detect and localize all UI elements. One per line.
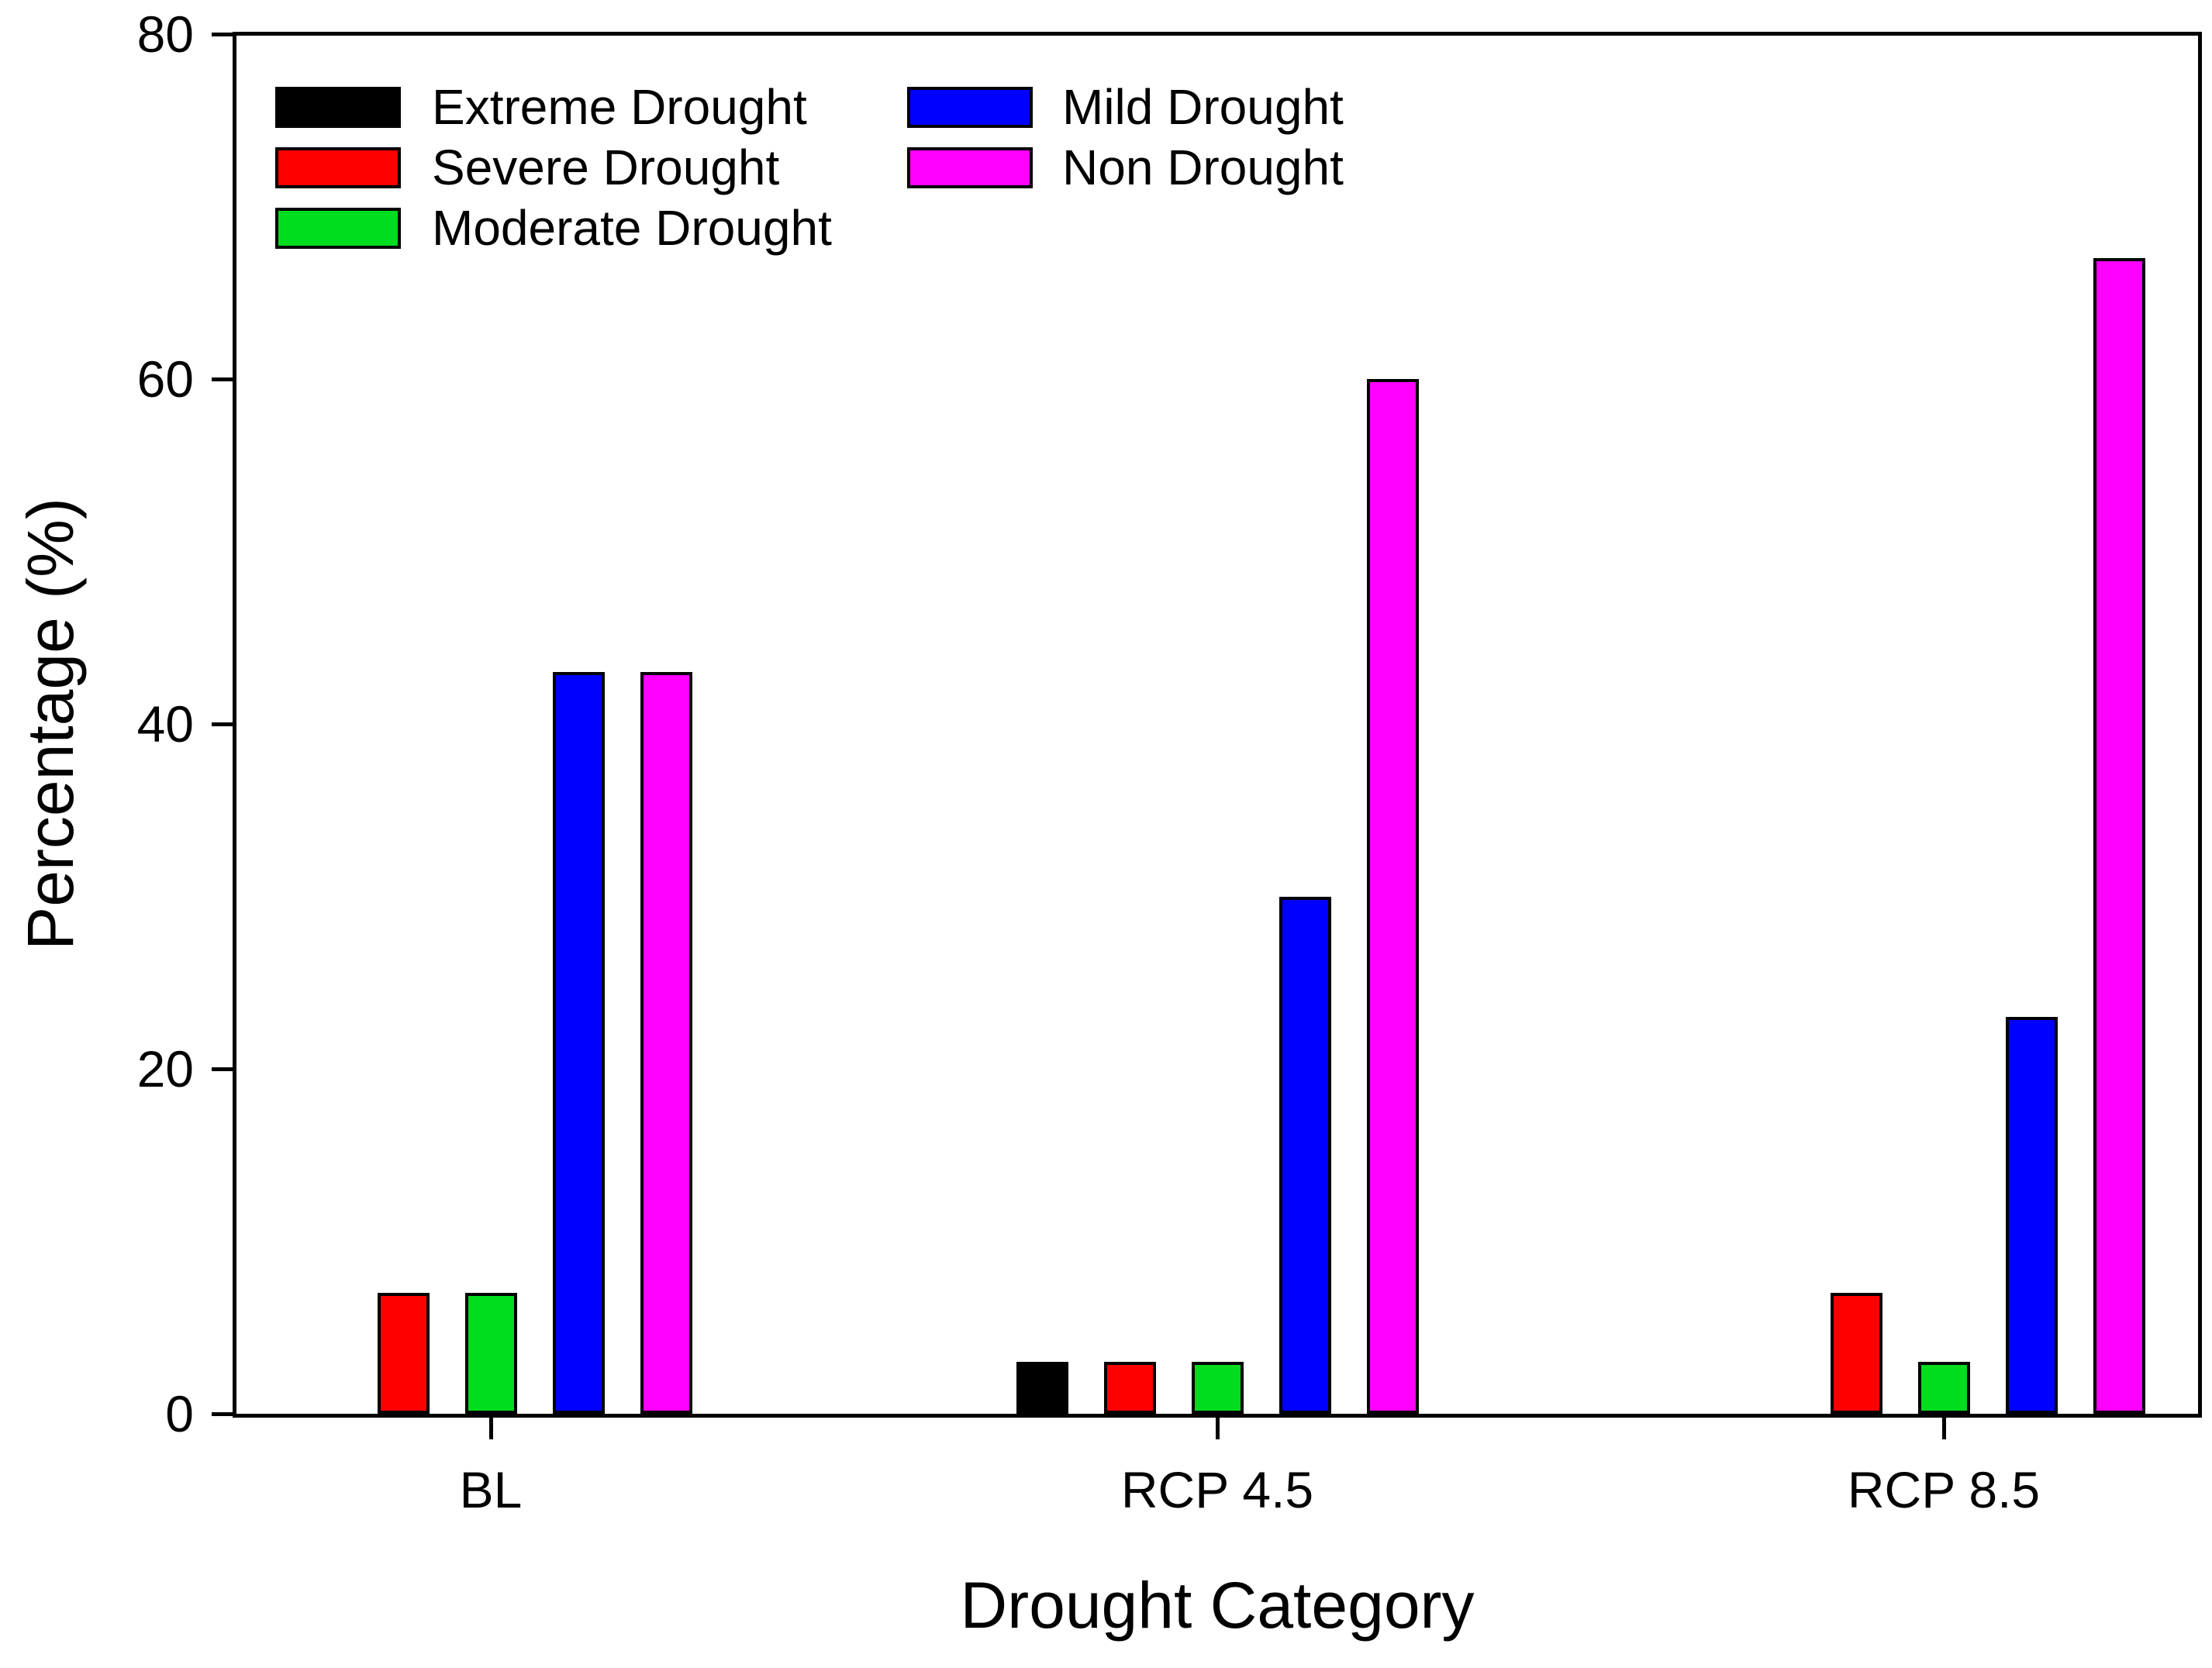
legend-label-non-drought: Non Drought xyxy=(1062,140,1344,195)
x-tick xyxy=(1941,1416,1946,1439)
bar-moderate-drought-rcp-8-5 xyxy=(1917,1362,1970,1414)
legend-swatch-moderate-drought xyxy=(275,208,401,249)
y-tick-label: 60 xyxy=(136,350,194,408)
x-tick xyxy=(488,1416,493,1439)
y-tick-label: 80 xyxy=(136,5,194,63)
legend-swatch-non-drought xyxy=(907,147,1033,188)
legend-swatch-mild-drought xyxy=(907,87,1033,128)
x-tick-label-bl: BL xyxy=(459,1461,523,1518)
y-tick-label: 0 xyxy=(165,1385,194,1442)
x-tick-label-rcp-8-5: RCP 8.5 xyxy=(1847,1461,2041,1518)
bar-moderate-drought-bl xyxy=(464,1293,517,1414)
legend-label-moderate-drought: Moderate Drought xyxy=(432,200,832,256)
bar-mild-drought-bl xyxy=(552,672,605,1414)
x-tick-label-rcp-4-5: RCP 4.5 xyxy=(1120,1461,1314,1518)
x-axis-title: Drought Category xyxy=(960,1569,1475,1642)
bar-non-drought-bl xyxy=(640,672,692,1414)
bar-severe-drought-rcp-4-5 xyxy=(1103,1362,1156,1414)
bar-moderate-drought-rcp-4-5 xyxy=(1191,1362,1244,1414)
y-tick-label: 20 xyxy=(136,1040,194,1098)
bar-severe-drought-bl xyxy=(377,1293,430,1414)
y-tick xyxy=(212,1411,235,1416)
bar-mild-drought-rcp-4-5 xyxy=(1279,896,1331,1414)
legend-swatch-extreme-drought xyxy=(275,87,401,128)
x-tick xyxy=(1215,1416,1220,1439)
bar-non-drought-rcp-8-5 xyxy=(2093,258,2145,1414)
bar-mild-drought-rcp-8-5 xyxy=(2005,1017,2058,1414)
bar-severe-drought-rcp-8-5 xyxy=(1830,1293,1882,1414)
legend-label-severe-drought: Severe Drought xyxy=(432,140,780,195)
legend-label-mild-drought: Mild Drought xyxy=(1062,79,1344,135)
legend-label-extreme-drought: Extreme Drought xyxy=(432,79,807,135)
bar-extreme-drought-rcp-4-5 xyxy=(1016,1362,1068,1414)
y-tick xyxy=(212,722,235,726)
y-tick xyxy=(212,1067,235,1071)
y-tick xyxy=(212,32,235,36)
y-tick xyxy=(212,377,235,381)
legend-swatch-severe-drought xyxy=(275,147,401,188)
y-tick-label: 40 xyxy=(136,695,194,753)
bar-non-drought-rcp-4-5 xyxy=(1366,379,1419,1414)
